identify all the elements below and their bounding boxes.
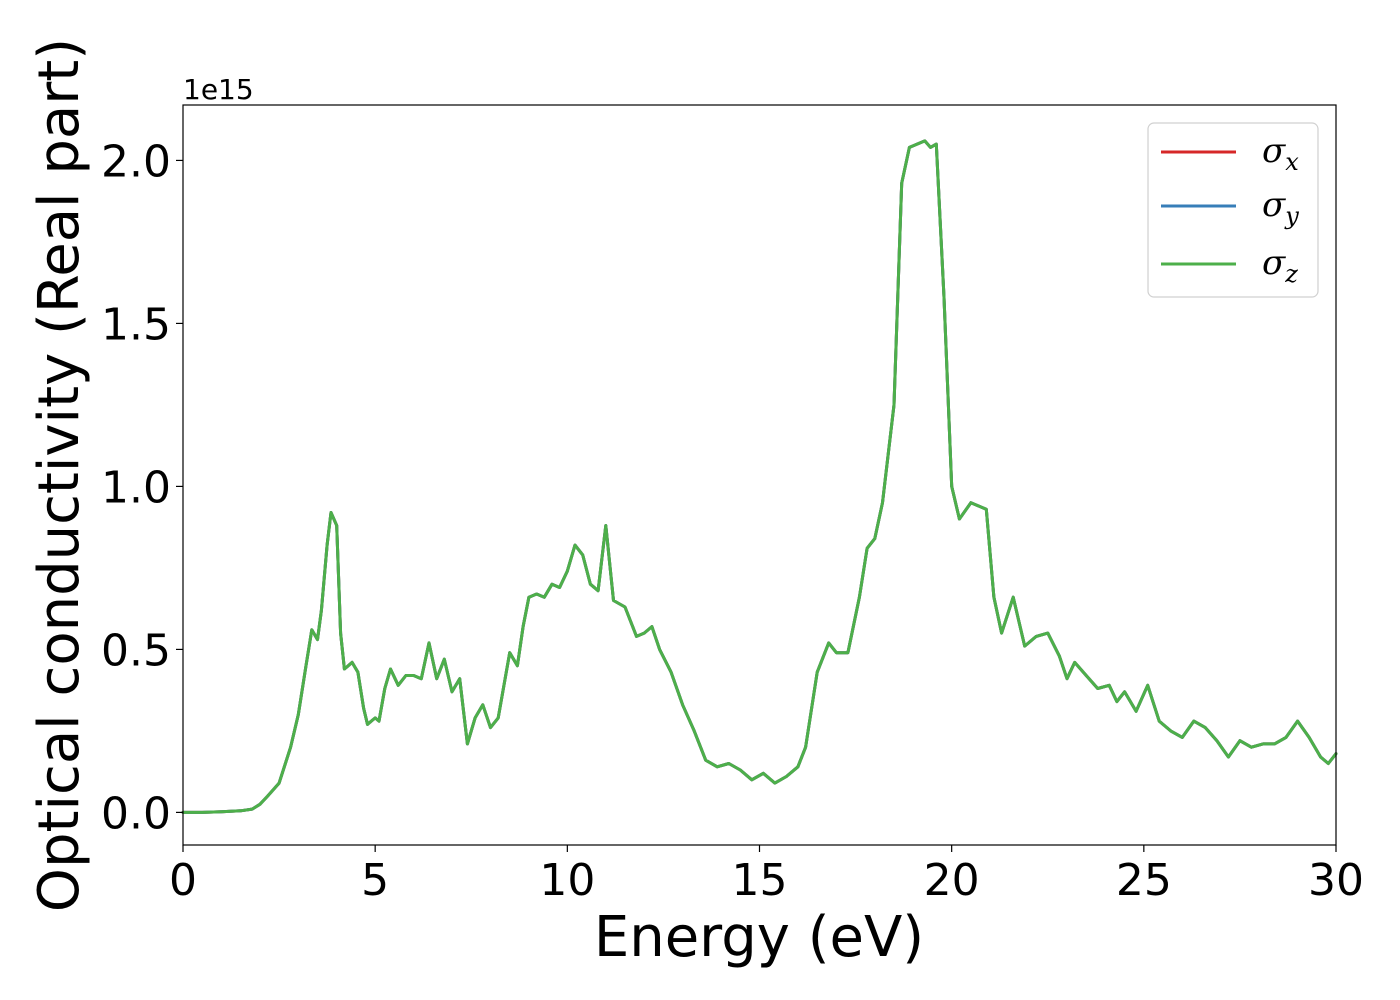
y-axis-ticks: 0.0 0.5 1.0 1.5 2.0: [101, 136, 183, 839]
x-tick-label: 30: [1308, 855, 1364, 906]
series-line-z: [181, 139, 1338, 814]
x-tick-label: 5: [361, 855, 389, 906]
y-offset-label: 1e15: [183, 73, 254, 106]
legend-subscript-x: x: [1285, 148, 1299, 176]
y-axis-label: Optical conductivity (Real part): [27, 38, 92, 912]
legend-subscript-z: z: [1284, 260, 1298, 288]
y-tick-label: 0.0: [101, 788, 171, 839]
legend-box: [1147, 122, 1319, 298]
legend-label-x: σx: [1262, 131, 1299, 176]
x-axis-ticks: 0 5 10 15 20 25 30: [169, 845, 1364, 906]
y-tick-label: 2.0: [101, 136, 171, 187]
x-tick-label: 10: [539, 855, 595, 906]
legend-subscript-y: y: [1284, 202, 1299, 230]
x-axis-label: Energy (eV): [594, 905, 924, 970]
y-tick-label: 0.5: [101, 625, 171, 676]
x-tick-label: 0: [169, 855, 197, 906]
y-tick-label: 1.0: [101, 462, 171, 513]
x-tick-label: 25: [1116, 855, 1172, 906]
series-layer: [181, 139, 1338, 814]
x-tick-label: 15: [732, 855, 788, 906]
y-tick-label: 1.5: [101, 299, 171, 350]
x-tick-label: 20: [924, 855, 980, 906]
